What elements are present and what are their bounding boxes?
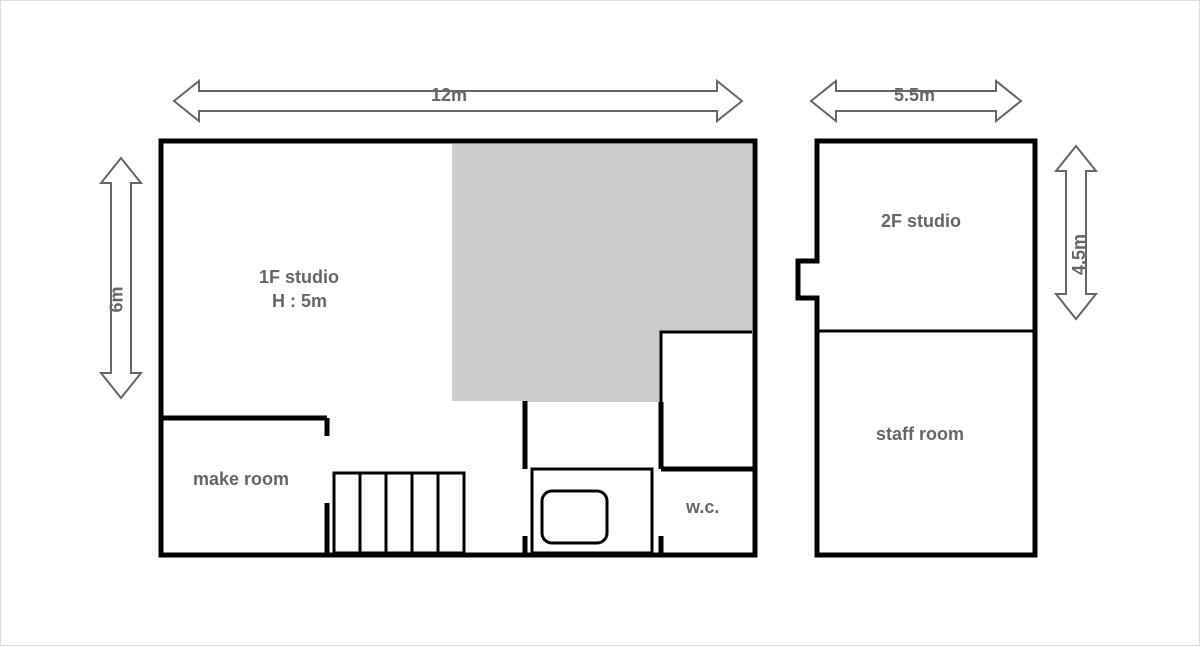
dim-arrow-4-5m — [1056, 146, 1096, 319]
label-1f-studio: 1F studio — [259, 267, 339, 288]
kitchen-area — [532, 469, 652, 553]
shaded-area — [452, 144, 752, 402]
label-staff-room: staff room — [876, 424, 964, 445]
dim-arrow-6m — [101, 158, 141, 398]
wc-walls — [661, 402, 753, 553]
stairs — [334, 473, 464, 553]
label-wc: w.c. — [686, 497, 719, 518]
dim-label-5-5m: 5.5m — [894, 85, 935, 106]
label-2f-studio: 2F studio — [881, 211, 961, 232]
label-make-room: make room — [193, 469, 289, 490]
shaded-step — [661, 332, 752, 402]
floorplan-svg — [1, 1, 1200, 647]
dim-label-12m: 12m — [431, 85, 467, 106]
floorplan-canvas: 12m 5.5m 6m 4.5m 1F studio H : 5m make r… — [0, 0, 1200, 646]
right-building-outline — [798, 141, 1035, 555]
label-1f-height: H : 5m — [272, 291, 327, 312]
dim-label-4-5m: 4.5m — [1069, 234, 1090, 275]
dim-label-6m: 6m — [107, 286, 128, 312]
